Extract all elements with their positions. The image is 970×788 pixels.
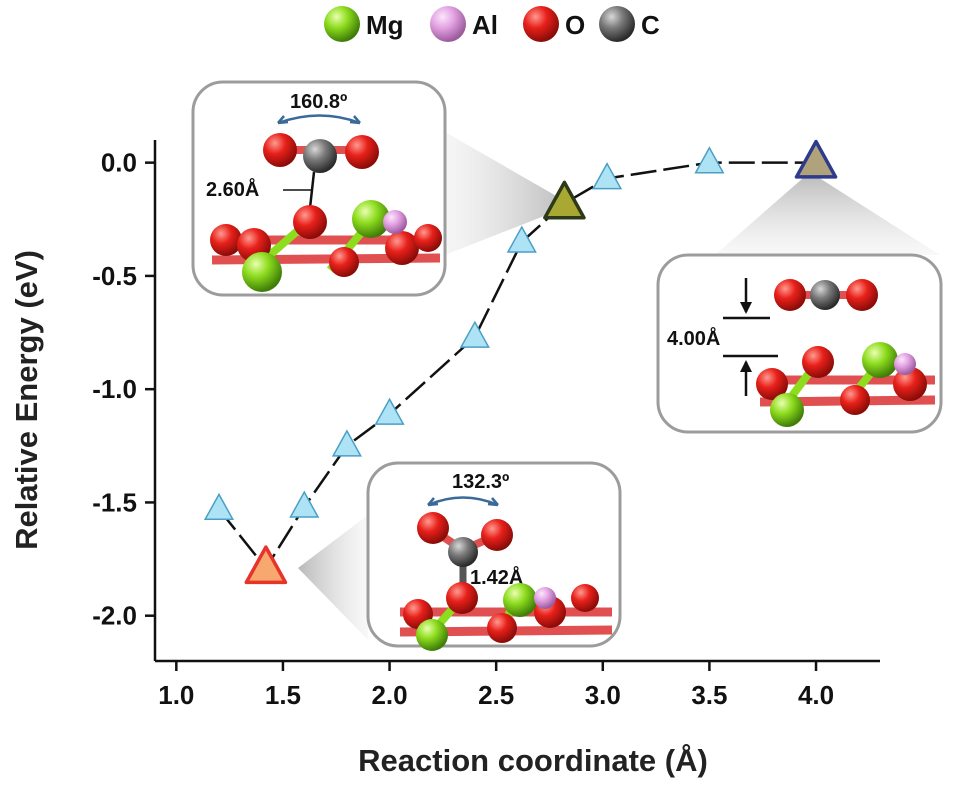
oxygen-atom (893, 367, 927, 401)
inset-connectors (298, 132, 940, 640)
highlighted-data-point (794, 139, 838, 179)
series-line (217, 161, 817, 571)
inset-bottom: 132.3º 1.42Å (366, 461, 622, 651)
angle-arc (427, 496, 499, 507)
y-tick-label: 0.0 (101, 148, 137, 178)
oxygen-atom (846, 279, 878, 311)
oxygen-atom (345, 135, 379, 169)
magnesium-atom (503, 583, 537, 617)
legend-swatch-mg (324, 6, 360, 42)
angle-arc-arrow-right (487, 497, 499, 507)
inset-top-left: 160.8º 2.60Å (191, 80, 447, 297)
legend-label-al: Al (472, 10, 498, 40)
y-axis-title: Relative Energy (eV) (9, 250, 44, 550)
x-tick-label: 3.0 (585, 680, 621, 710)
inset-connector-top-left (445, 132, 572, 255)
data-point (694, 146, 725, 174)
data-point (591, 162, 623, 190)
carbon-atom (810, 280, 840, 310)
x-tick-label: 4.0 (798, 680, 834, 710)
oxygen-atom (329, 247, 359, 277)
inset-right: 4.00Å (656, 253, 943, 434)
data-point (331, 429, 362, 457)
angle-arc (277, 114, 361, 125)
carbon-atom (303, 139, 337, 173)
oxygen-atom (263, 133, 297, 167)
inset-distance-label: 4.00Å (667, 326, 720, 350)
angle-arc-arrow-left (277, 115, 289, 125)
oxygen-atom (414, 224, 442, 252)
oxygen-atom (840, 385, 870, 415)
aluminum-atom (534, 587, 556, 609)
x-tick-label: 2.5 (478, 680, 514, 710)
x-tick-label: 3.5 (691, 680, 727, 710)
carbon-atom (448, 537, 478, 567)
oxygen-atom (487, 613, 517, 643)
distance-arrow-down-head (740, 302, 752, 314)
legend-swatch-c (599, 6, 635, 42)
data-point (203, 492, 235, 521)
oxygen-atom (774, 279, 806, 311)
x-tick-label: 1.5 (265, 680, 301, 710)
surface-slab (756, 342, 936, 427)
oxygen-atom (481, 519, 513, 551)
x-tick-label: 1.0 (158, 680, 194, 710)
data-point (289, 490, 320, 518)
data-point (374, 397, 405, 425)
surface-slab (210, 200, 442, 292)
magnesium-atom (770, 393, 804, 427)
x-tick-label: 2.0 (371, 680, 407, 710)
legend-label-mg: Mg (366, 10, 404, 40)
y-tick-label: -0.5 (92, 261, 137, 291)
magnesium-atom (242, 252, 282, 292)
magnesium-atom (416, 619, 448, 651)
oxygen-atom (802, 346, 834, 378)
inset-distance-label: 2.60Å (206, 177, 259, 201)
inset-angle-label: 132.3º (452, 471, 509, 493)
surface-slab (399, 582, 613, 651)
legend-swatch-o (523, 6, 559, 42)
angle-arc-arrow-right (349, 115, 361, 125)
legend-swatch-al (430, 6, 466, 42)
magnesium-atom (862, 342, 898, 378)
inset-angle-label: 160.8º (290, 91, 347, 113)
legend: Mg Al O C (324, 6, 660, 42)
magnesium-atom (352, 200, 390, 238)
axis-ticks: 1.0 1.5 2.0 2.5 3.0 3.5 4.0 0.0 -0.5 -1.0 -1.5 -2.0 (92, 148, 834, 710)
data-point (506, 225, 537, 253)
oxygen-atom (210, 224, 242, 256)
axes: 1.0 1.5 2.0 2.5 3.0 3.5 4.0 0.0 -0.5 -1.0 -1.5 -2.0… (9, 140, 880, 778)
inset-connector-right (715, 172, 940, 255)
angle-arc-arrow-left (427, 497, 439, 507)
legend-label-o: O (565, 10, 585, 40)
y-tick-label: -1.0 (92, 374, 137, 404)
aluminum-atom (894, 353, 916, 375)
legend-label-c: C (641, 10, 660, 40)
oxygen-atom (446, 582, 478, 614)
oxygen-atom (571, 584, 599, 612)
y-tick-label: -1.5 (92, 487, 137, 517)
series-group (203, 139, 838, 585)
oxygen-atom (293, 205, 327, 239)
inset-connector-bottom (298, 515, 368, 640)
oxygen-atom (385, 231, 419, 265)
distance-arrow-up-head (740, 360, 752, 372)
data-point (459, 320, 490, 348)
aluminum-atom (383, 210, 407, 234)
highlighted-data-point (244, 545, 288, 585)
x-axis-title: Reaction coordinate (Å) (358, 743, 708, 778)
oxygen-atom (417, 512, 449, 544)
oxygen-atom (756, 368, 788, 400)
y-tick-label: -2.0 (92, 601, 137, 631)
highlighted-data-point (543, 180, 586, 220)
